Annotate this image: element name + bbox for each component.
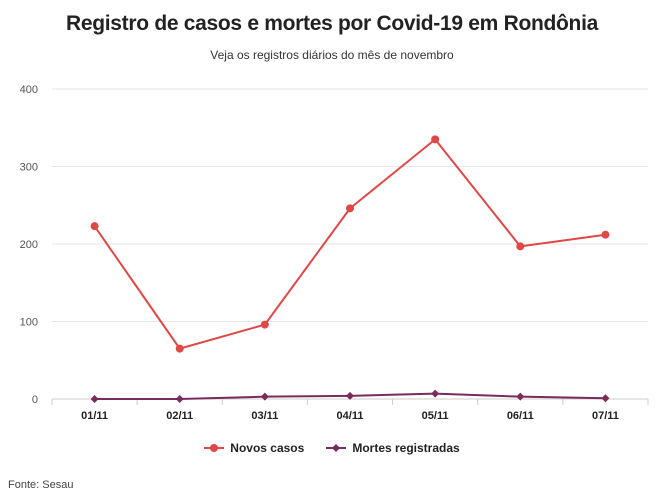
y-axis-ticks: 0 100 200 300 400 — [20, 84, 38, 406]
y-tick-label: 100 — [20, 317, 38, 329]
x-tick-label: 01/11 — [81, 410, 108, 422]
diamond-line-icon — [326, 444, 347, 452]
x-axis-ticks: 01/11 02/11 03/11 04/11 05/11 06/11 07/11 — [51, 399, 649, 422]
legend-item-mortes-registradas[interactable]: Mortes registradas — [326, 441, 460, 455]
data-point-novos-casos[interactable] — [516, 242, 525, 251]
data-point-novos-casos[interactable] — [431, 135, 440, 144]
chart-subtitle: Veja os registros diários do mês de nove… — [210, 48, 454, 62]
data-point-novos-casos[interactable] — [175, 344, 184, 353]
data-point-mortes[interactable] — [516, 392, 525, 401]
x-tick-label: 05/11 — [422, 410, 449, 422]
legend: Novos casos Mortes registradas — [0, 441, 664, 455]
data-point-novos-casos[interactable] — [90, 222, 99, 231]
y-tick-label: 300 — [20, 162, 38, 174]
chart-title: Registro de casos e mortes por Covid-19 … — [66, 12, 598, 35]
series-lines — [90, 135, 610, 403]
legend-label-novos-casos: Novos casos — [230, 441, 305, 455]
data-point-mortes[interactable] — [260, 392, 269, 401]
x-tick-label: 06/11 — [507, 410, 534, 422]
y-tick-label: 0 — [32, 394, 38, 406]
x-tick-label: 03/11 — [251, 410, 278, 422]
data-point-mortes[interactable] — [346, 391, 354, 400]
data-point-mortes[interactable] — [431, 389, 440, 398]
y-tick-label: 400 — [20, 84, 38, 96]
x-tick-label: 02/11 — [166, 410, 193, 422]
circle-line-icon — [204, 444, 225, 452]
data-point-novos-casos[interactable] — [601, 230, 610, 239]
grid-lines — [52, 88, 648, 400]
data-point-mortes[interactable] — [90, 395, 99, 403]
data-point-novos-casos[interactable] — [346, 204, 354, 213]
y-tick-label: 200 — [20, 239, 38, 251]
x-tick-label: 04/11 — [337, 410, 364, 422]
data-point-mortes[interactable] — [175, 395, 184, 403]
data-point-novos-casos[interactable] — [260, 320, 269, 329]
x-tick-label: 07/11 — [592, 410, 619, 422]
legend-item-novos-casos[interactable]: Novos casos — [204, 441, 304, 455]
legend-label-mortes-registradas: Mortes registradas — [352, 441, 460, 455]
data-point-mortes[interactable] — [601, 394, 610, 403]
source-note: Fonte: Sesau — [8, 479, 74, 491]
